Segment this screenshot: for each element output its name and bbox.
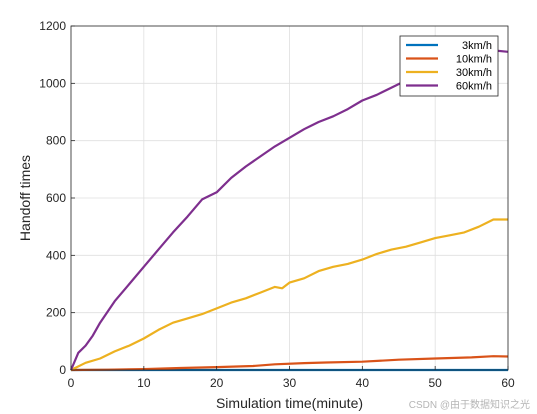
legend-label: 60km/h xyxy=(456,81,492,93)
x-tick-label: 0 xyxy=(68,376,75,390)
x-tick-label: 20 xyxy=(210,376,224,390)
x-tick-label: 40 xyxy=(356,376,370,390)
x-tick-labels: 0 10 20 30 40 50 60 xyxy=(68,366,515,390)
y-tick-labels: 0 200 400 600 800 1000 1200 xyxy=(39,19,75,377)
legend-label: 30km/h xyxy=(456,67,492,79)
y-tick-label: 800 xyxy=(46,134,66,148)
x-tick-label: 50 xyxy=(428,376,442,390)
x-tick-label: 30 xyxy=(283,376,297,390)
y-tick-label: 0 xyxy=(59,363,66,377)
x-axis-label: Simulation time(minute) xyxy=(216,395,363,411)
series-line xyxy=(70,218,508,371)
x-tick-label: 10 xyxy=(137,376,151,390)
legend-label: 10km/h xyxy=(456,54,492,66)
legend-label: 3km/h xyxy=(462,40,492,52)
y-tick-label: 200 xyxy=(46,306,66,320)
series-line xyxy=(70,355,509,372)
y-tick-label: 1000 xyxy=(39,76,66,90)
x-tick-label: 60 xyxy=(501,376,515,390)
y-tick-label: 1200 xyxy=(39,19,66,33)
y-tick-label: 600 xyxy=(46,191,66,205)
y-axis-label: Handoff times xyxy=(17,155,33,241)
watermark-text: CSDN @由于数据知识之光 xyxy=(409,398,530,411)
y-tick-label: 400 xyxy=(46,248,66,262)
